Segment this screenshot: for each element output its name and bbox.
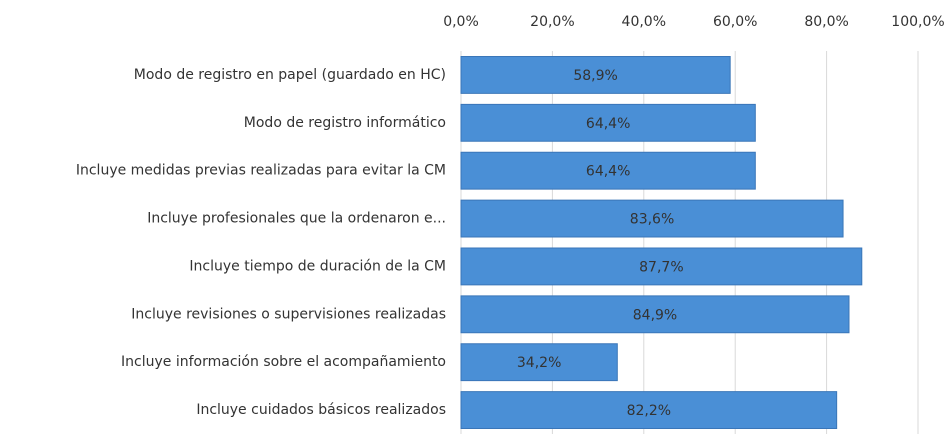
y-tick-label: Modo de registro informático — [244, 115, 446, 131]
value-label: 64,4% — [586, 164, 630, 180]
bar — [460, 151, 756, 190]
y-tick-label: Incluye información sobre el acompañamie… — [121, 354, 446, 370]
y-tick-label: Incluye tiempo de duración de la CM — [189, 258, 446, 274]
value-label: 34,2% — [517, 355, 561, 371]
value-label: 83,6% — [630, 212, 674, 228]
x-tick-label: 40,0% — [622, 14, 666, 30]
bar — [460, 247, 863, 286]
value-label: 64,4% — [586, 116, 630, 132]
y-tick-label: Incluye cuidados básicos realizados — [196, 402, 446, 418]
y-tick-label: Modo de registro en papel (guardado en H… — [134, 67, 446, 83]
y-tick-label: Incluye revisiones o supervisiones reali… — [131, 306, 446, 322]
bar — [460, 103, 756, 142]
bar — [460, 56, 731, 94]
value-label: 84,9% — [633, 307, 677, 323]
x-tick-label: 60,0% — [713, 14, 757, 30]
y-tick-label: Incluye medidas previas realizadas para … — [76, 163, 446, 179]
value-label: 87,7% — [639, 259, 683, 275]
bar — [460, 391, 838, 429]
x-tick-label: 80,0% — [804, 14, 848, 30]
value-label: 58,9% — [573, 68, 617, 84]
bar — [460, 199, 844, 238]
x-tick-label: 100,0% — [891, 14, 944, 30]
x-tick-label: 0,0% — [443, 14, 479, 30]
x-tick-label: 20,0% — [530, 14, 574, 30]
bar — [460, 295, 850, 334]
value-label: 82,2% — [627, 403, 671, 419]
y-tick-label: Incluye profesionales que la ordenaron e… — [147, 211, 446, 227]
bar — [460, 343, 618, 382]
